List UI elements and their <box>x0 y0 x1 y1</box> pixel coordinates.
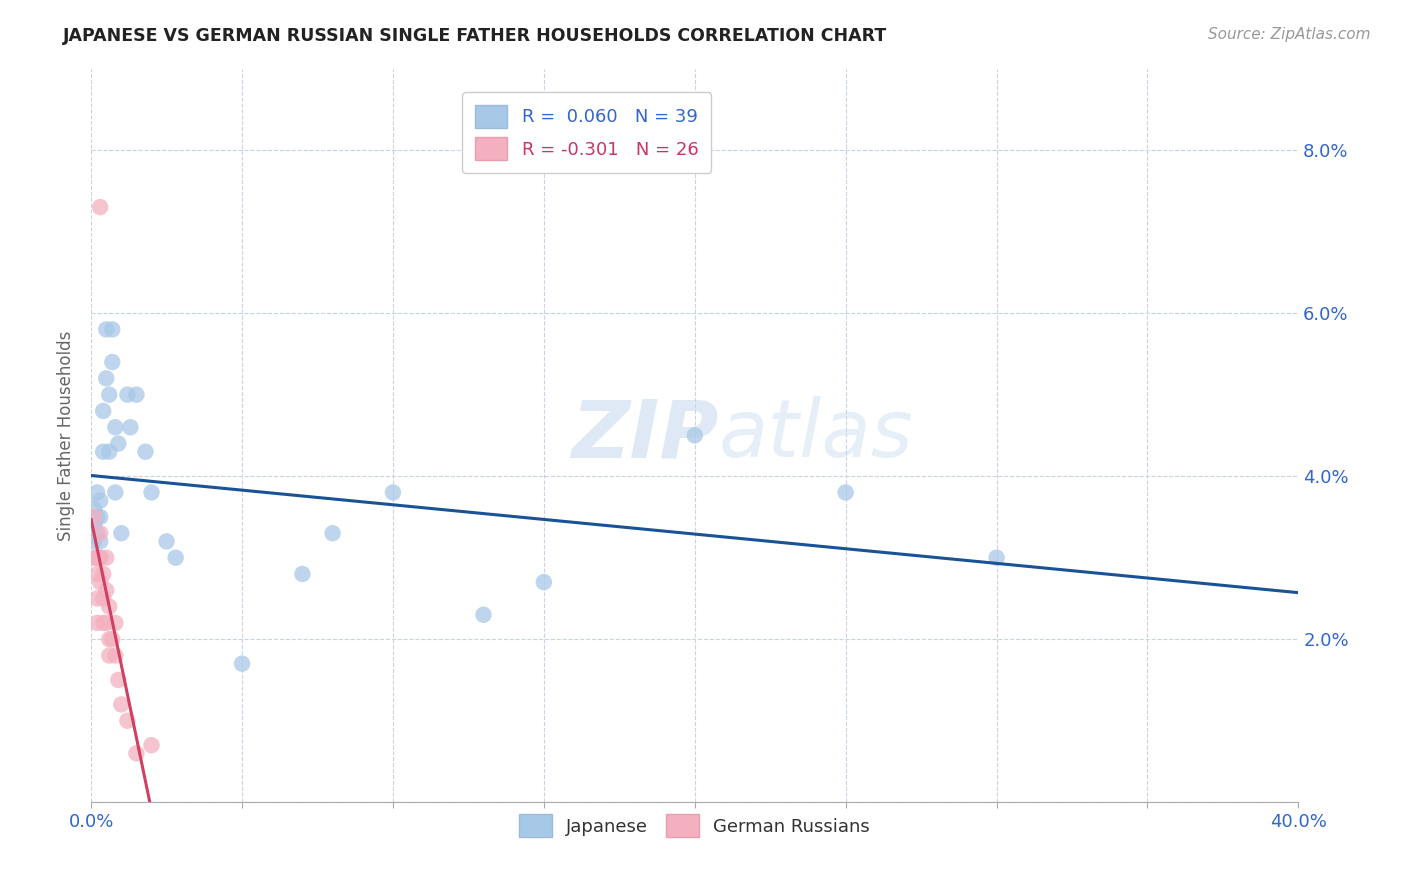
Point <box>107 673 129 687</box>
Point <box>141 485 163 500</box>
Point <box>381 485 404 500</box>
Text: JAPANESE VS GERMAN RUSSIAN SINGLE FATHER HOUSEHOLDS CORRELATION CHART: JAPANESE VS GERMAN RUSSIAN SINGLE FATHER… <box>63 27 887 45</box>
Point <box>91 615 114 630</box>
Point <box>125 747 148 761</box>
Point <box>96 550 118 565</box>
Point <box>322 526 344 541</box>
Point <box>165 550 187 565</box>
Point <box>134 444 156 458</box>
Point <box>101 632 124 647</box>
Point <box>83 510 105 524</box>
Text: ZIP: ZIP <box>571 396 718 475</box>
Point <box>683 428 706 442</box>
Point <box>91 444 114 458</box>
Point <box>834 485 856 500</box>
Point <box>86 550 108 565</box>
Point <box>89 575 111 590</box>
Point <box>91 566 114 581</box>
Point <box>96 583 118 598</box>
Point <box>91 591 114 606</box>
Point <box>98 648 121 663</box>
Point <box>291 566 314 581</box>
Point <box>120 420 142 434</box>
Point <box>89 493 111 508</box>
Text: Source: ZipAtlas.com: Source: ZipAtlas.com <box>1208 27 1371 42</box>
Point <box>83 518 105 533</box>
Point <box>107 436 129 450</box>
Point <box>89 550 111 565</box>
Point <box>104 420 127 434</box>
Point <box>86 550 108 565</box>
Legend: Japanese, German Russians: Japanese, German Russians <box>512 807 877 845</box>
Point <box>89 526 111 541</box>
Point <box>155 534 177 549</box>
Point <box>98 599 121 614</box>
Point <box>125 387 148 401</box>
Point <box>89 510 111 524</box>
Point <box>533 575 555 590</box>
Point <box>101 322 124 336</box>
Point <box>83 501 105 516</box>
Point <box>86 566 108 581</box>
Point <box>83 550 105 565</box>
Point <box>98 387 121 401</box>
Point <box>101 355 124 369</box>
Point <box>231 657 253 671</box>
Text: atlas: atlas <box>718 396 914 475</box>
Point <box>141 738 163 752</box>
Point <box>86 526 108 541</box>
Point <box>96 371 118 385</box>
Point <box>98 632 121 647</box>
Point <box>117 387 139 401</box>
Point <box>104 648 127 663</box>
Point <box>96 615 118 630</box>
Point <box>104 485 127 500</box>
Point <box>83 534 105 549</box>
Point <box>86 591 108 606</box>
Point <box>86 615 108 630</box>
Y-axis label: Single Father Households: Single Father Households <box>58 330 75 541</box>
Point <box>91 404 114 418</box>
Point <box>89 200 111 214</box>
Point <box>86 485 108 500</box>
Point <box>117 714 139 728</box>
Point <box>110 698 132 712</box>
Point <box>89 534 111 549</box>
Point <box>89 550 111 565</box>
Point <box>986 550 1008 565</box>
Point <box>472 607 495 622</box>
Point <box>98 444 121 458</box>
Point <box>104 615 127 630</box>
Point <box>86 510 108 524</box>
Point <box>96 322 118 336</box>
Point <box>110 526 132 541</box>
